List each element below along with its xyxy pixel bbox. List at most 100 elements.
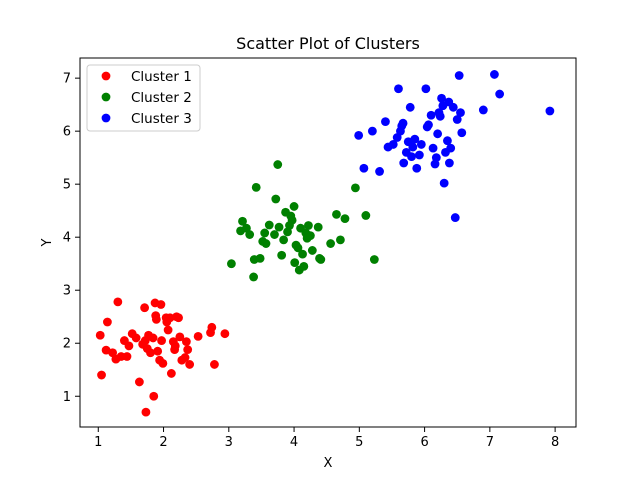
legend-marker-cluster-2 — [101, 92, 111, 102]
point-cluster-3-26 — [428, 143, 438, 153]
point-cluster-3-33 — [439, 178, 449, 188]
point-cluster-3-11 — [398, 118, 408, 128]
point-cluster-2-16 — [277, 250, 287, 260]
point-cluster-1-50 — [157, 336, 166, 345]
y-axis-label: Y — [40, 238, 55, 247]
point-cluster-3-49 — [433, 129, 443, 139]
point-cluster-3-8 — [394, 84, 403, 94]
point-cluster-3-12 — [399, 158, 409, 168]
point-cluster-1-33 — [165, 313, 175, 323]
point-cluster-1-44 — [185, 360, 195, 369]
point-cluster-1-6 — [113, 297, 123, 307]
point-cluster-2-29 — [298, 249, 307, 259]
legend-label-cluster-1: Cluster 1 — [131, 69, 192, 85]
point-cluster-2-24 — [290, 258, 300, 268]
point-cluster-2-10 — [260, 228, 270, 238]
point-cluster-1-51 — [170, 341, 180, 351]
point-cluster-1-45 — [193, 331, 203, 341]
x-tick-label: 1 — [94, 435, 102, 450]
point-cluster-1-20 — [146, 348, 155, 358]
point-cluster-3-45 — [478, 105, 488, 115]
point-cluster-2-42 — [351, 183, 360, 193]
point-cluster-1-47 — [207, 322, 217, 332]
point-cluster-1-3 — [103, 317, 112, 327]
point-cluster-2-46 — [302, 233, 312, 243]
point-cluster-3-43 — [456, 108, 465, 118]
y-axis-ticks: 1 2 3 4 5 6 7 — [63, 72, 80, 405]
point-cluster-2-15 — [274, 222, 284, 232]
point-cluster-3-48 — [545, 106, 555, 116]
x-axis-label: X — [324, 456, 333, 471]
point-cluster-2-14 — [273, 160, 283, 169]
point-cluster-1-41 — [180, 353, 190, 362]
x-tick-label: 6 — [420, 435, 428, 450]
point-cluster-1-1 — [97, 370, 106, 380]
point-cluster-2-8 — [255, 254, 265, 263]
point-cluster-2-11 — [261, 239, 271, 248]
point-cluster-3-17 — [408, 142, 418, 152]
point-cluster-2-34 — [307, 246, 317, 255]
x-axis-ticks: 1 2 3 4 5 6 7 8 — [94, 427, 559, 450]
legend-items: Cluster 1 Cluster 2 Cluster 3 — [101, 69, 192, 127]
point-cluster-3-21 — [416, 140, 426, 149]
point-cluster-3-28 — [431, 153, 441, 163]
point-cluster-1-48 — [210, 360, 219, 369]
point-cluster-2-0 — [227, 259, 236, 269]
point-cluster-1-34 — [166, 369, 176, 378]
legend-marker-cluster-1 — [101, 71, 111, 81]
point-cluster-3-40 — [450, 213, 460, 222]
y-tick-label: 4 — [63, 231, 71, 246]
series-cluster-1 — [95, 297, 230, 417]
legend-marker-cluster-3 — [101, 113, 111, 123]
point-cluster-3-31 — [437, 93, 446, 103]
point-cluster-3-44 — [457, 128, 467, 138]
y-tick-label: 1 — [63, 390, 71, 405]
point-cluster-1-28 — [156, 300, 166, 309]
point-cluster-1-12 — [131, 333, 141, 343]
point-cluster-2-35 — [313, 222, 323, 232]
point-cluster-2-32 — [304, 221, 313, 230]
point-cluster-2-13 — [270, 230, 279, 239]
point-cluster-3-46 — [490, 70, 499, 79]
point-cluster-3-35 — [443, 136, 452, 146]
point-cluster-3-0 — [354, 131, 364, 140]
series-cluster-3 — [354, 70, 555, 222]
x-tick-label: 7 — [486, 435, 494, 450]
point-cluster-1-26 — [153, 346, 163, 356]
point-cluster-2-23 — [289, 202, 299, 211]
point-cluster-2-4 — [245, 230, 255, 239]
point-cluster-3-18 — [410, 134, 420, 144]
point-cluster-2-38 — [326, 239, 336, 248]
point-cluster-1-39 — [175, 332, 185, 342]
plot-frame — [79, 57, 577, 428]
point-cluster-3-4 — [381, 117, 390, 127]
point-cluster-2-39 — [332, 210, 341, 219]
point-cluster-1-29 — [158, 358, 168, 368]
point-cluster-3-20 — [414, 150, 424, 160]
y-tick-label: 3 — [63, 284, 71, 299]
point-cluster-3-42 — [454, 71, 464, 80]
point-cluster-2-44 — [369, 255, 379, 264]
point-cluster-1-21 — [148, 333, 158, 343]
point-cluster-1-0 — [95, 330, 105, 340]
point-cluster-1-22 — [149, 391, 159, 401]
point-cluster-3-6 — [388, 140, 398, 149]
series-cluster-2 — [227, 160, 379, 282]
point-cluster-3-41 — [452, 115, 462, 124]
point-cluster-2-45 — [271, 194, 281, 204]
point-cluster-1-43 — [183, 345, 193, 354]
point-cluster-2-5 — [249, 272, 258, 282]
point-cluster-2-12 — [264, 220, 274, 230]
x-tick-label: 3 — [225, 435, 233, 450]
legend-label-cluster-2: Cluster 2 — [131, 90, 192, 106]
point-cluster-3-24 — [424, 120, 433, 130]
point-cluster-2-26 — [293, 243, 303, 253]
point-cluster-3-2 — [367, 126, 377, 136]
point-cluster-1-10 — [124, 341, 134, 351]
point-cluster-1-13 — [134, 377, 144, 387]
point-cluster-2-30 — [299, 261, 309, 271]
point-cluster-3-25 — [426, 110, 436, 120]
legend: Cluster 1 Cluster 2 Cluster 3 — [86, 64, 201, 132]
point-cluster-2-40 — [336, 235, 345, 245]
